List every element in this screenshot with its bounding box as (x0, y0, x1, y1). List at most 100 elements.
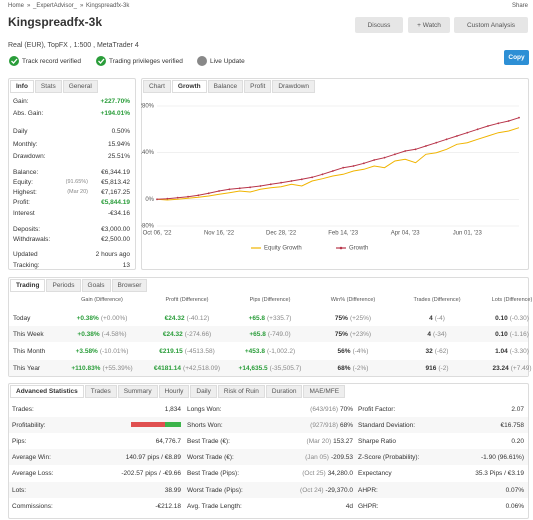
tab[interactable]: Info (10, 80, 34, 93)
tab[interactable]: Balance (207, 80, 244, 93)
row-label: This Year (13, 365, 41, 372)
tab[interactable]: MAE/MFE (303, 385, 346, 398)
stat-label: Avg. Trade Length: (187, 503, 242, 510)
stat-value: 64,776.7 (156, 437, 181, 446)
cell-diff: (-34) (432, 331, 447, 338)
copy-button[interactable]: Copy (504, 50, 529, 65)
cell: 1.04 (-3.30) (452, 347, 533, 356)
cell-value: 4 (427, 331, 431, 338)
stat-number: -209.53 (330, 454, 353, 461)
stat-number: 140.97 pips / €8.89 (125, 454, 181, 461)
copy-label[interactable]: Copy (508, 54, 525, 61)
tab[interactable]: Daily (190, 385, 217, 398)
row-label: This Week (13, 331, 44, 338)
info-label: Updated (13, 251, 38, 258)
breadcrumb-item[interactable]: Home (8, 3, 25, 9)
cell: 0.10 (-1.16) (452, 330, 533, 339)
info-label: Interest (13, 210, 35, 217)
stat-value: 0.07% (506, 486, 524, 495)
cell-value: +65.8 (248, 315, 266, 322)
info-value: €7,167.25 (101, 189, 130, 196)
cell: 916 (-2) (377, 364, 497, 373)
cell-diff: (-4) (434, 315, 445, 322)
tab[interactable]: Growth (171, 80, 207, 93)
info-label: Balance: (13, 169, 39, 176)
trading-tabs: Trading Periods Goals Browser (10, 279, 148, 292)
button-label[interactable]: + Watch (417, 21, 441, 29)
cell-value: €219.15 (159, 348, 183, 355)
cell: +453.8 (-1,002.2) (210, 347, 330, 356)
stat-value: -202.57 pips / -€9.66 (121, 469, 181, 478)
tab[interactable]: Advanced Statistics (10, 385, 84, 398)
cell-value: +453.8 (244, 348, 265, 355)
breadcrumb-item[interactable]: Kingspreadfx-3k (86, 3, 130, 9)
info-label: Highest: (13, 189, 37, 196)
button-label[interactable]: Discuss (367, 21, 391, 29)
info-label: Daily (13, 128, 28, 135)
y-tick-label: -80% (141, 224, 155, 230)
stat-label: Pips: (12, 438, 27, 445)
stat-value: €16.758 (501, 421, 525, 430)
tab[interactable]: Duration (265, 385, 303, 398)
cell-diff: (+25%) (349, 315, 372, 322)
tab[interactable]: Trades (84, 385, 117, 398)
row-stripe (9, 326, 528, 342)
stat-label: GHPR: (358, 503, 379, 510)
series-point (507, 120, 510, 122)
tab[interactable]: Goals (81, 279, 111, 292)
cell-diff: (+55.39%) (102, 365, 133, 372)
button-label[interactable]: Custom Analysis (466, 21, 516, 29)
tab[interactable]: Hourly (158, 385, 190, 398)
info-value: 15.94% (107, 141, 130, 148)
stat-number: 34,280.0 (327, 470, 353, 477)
stat-label: Expectancy (358, 470, 392, 477)
tab[interactable]: Summary (117, 385, 158, 398)
tab[interactable]: Trading (10, 279, 46, 292)
cell-value: 32 (425, 348, 433, 355)
row-stripe (9, 482, 528, 498)
column-header: Trades (Difference) (413, 297, 461, 303)
cell-value: €24.32 (164, 315, 185, 322)
cell: 4 (-34) (377, 330, 497, 339)
stat-label: Longs Won: (187, 406, 222, 413)
cell: €4181.14 (+42,518.09) (127, 364, 247, 373)
cell-value: +65.8 (249, 331, 266, 338)
badge: Trading privileges verified (109, 58, 183, 65)
series-point (466, 131, 469, 134)
tab[interactable]: Periods (46, 279, 81, 292)
tab[interactable]: Drawdown (272, 80, 316, 93)
badge: Live Update (210, 58, 245, 65)
info-value: 2 hours ago (95, 251, 130, 258)
button[interactable]: + Watch (408, 17, 450, 33)
legend-label: Growth (349, 246, 368, 252)
stat-label: Profitability: (12, 422, 46, 429)
tab[interactable]: Browser (111, 279, 148, 292)
tab[interactable]: Chart (143, 80, 171, 93)
chart: -80% 0% 140% 280% Oct 06, '22 Nov 16, '22 Dec … (141, 104, 520, 252)
row-stripe (9, 449, 528, 465)
cell-diff: (-1,002.2) (266, 348, 296, 355)
tab[interactable]: Risk of Ruin (217, 385, 265, 398)
stat-value: (927/918) 68% (310, 421, 353, 430)
tab[interactable]: General (62, 80, 98, 93)
breadcrumb-item[interactable]: _ExpertAdvisor_ (33, 3, 78, 9)
cell-diff: (-1.16) (509, 331, 529, 338)
tab[interactable]: Stats (34, 80, 62, 93)
x-tick-label: Nov 16, '22 (204, 231, 235, 237)
stat-value: 4d (346, 502, 353, 511)
info-value: €3,000.00 (101, 226, 130, 233)
button[interactable]: Discuss (355, 17, 403, 33)
x-tick-label: Apr 04, '23 (391, 231, 420, 237)
info-tabs: Info Stats General (10, 80, 98, 93)
cell: 0.10 (-0.30) (452, 314, 533, 323)
tab[interactable]: Profit (244, 80, 272, 93)
share-link[interactable]: Share (511, 3, 528, 9)
cell-diff: (-10.01%) (99, 348, 129, 355)
info-panel (8, 78, 136, 270)
column-header: Gain (Difference) (81, 297, 123, 303)
button[interactable]: Custom Analysis (454, 17, 528, 33)
stat-number: 70% (339, 406, 353, 413)
cell: +14,635.5 (-35,505.7) (210, 364, 330, 373)
cell-diff: (-4.58%) (101, 331, 127, 338)
legend-label: Equity Growth (264, 246, 302, 252)
